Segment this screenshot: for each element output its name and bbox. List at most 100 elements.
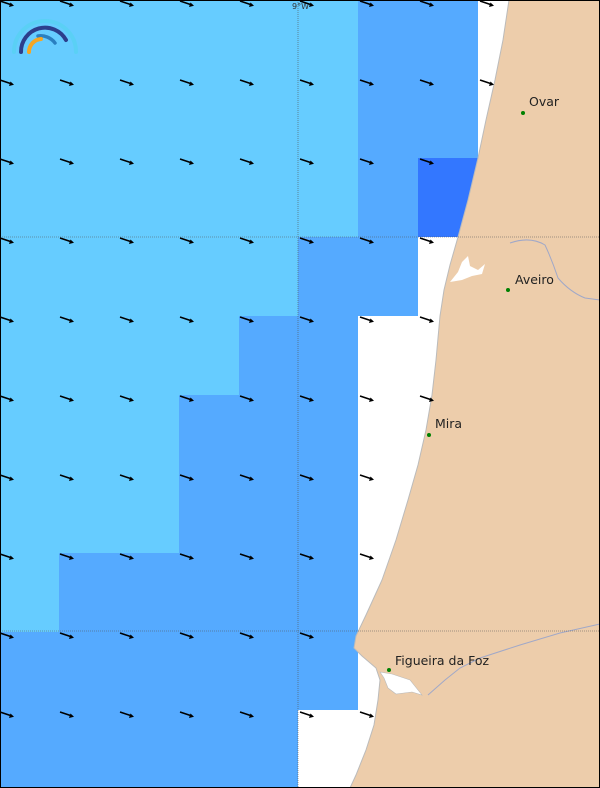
level-cell-light	[239, 237, 298, 316]
wave-direction-arrows	[0, 0, 494, 718]
wave-arrow	[0, 79, 14, 86]
city-markers: Ovar Aveiro Mira Figueira da Foz	[387, 94, 560, 672]
wave-arrow	[179, 158, 194, 165]
wave-arrow	[119, 237, 134, 244]
city-dot-ovar	[521, 111, 525, 115]
river-mondego	[427, 623, 600, 696]
level-cell-medium	[179, 632, 239, 710]
level-cell-medium	[179, 710, 239, 788]
wave-arrow	[299, 158, 314, 165]
logo-icon	[12, 19, 78, 54]
wave-arrow	[179, 632, 194, 639]
wave-arrow	[299, 632, 314, 639]
level-cell-light	[239, 79, 298, 158]
wave-arrow	[359, 316, 374, 323]
wave-arrow	[0, 237, 14, 244]
wave-arrow	[299, 395, 314, 402]
level-cell-medium	[418, 0, 478, 79]
wave-arrow	[419, 0, 434, 7]
wave-arrow	[239, 553, 254, 560]
wave-arrow	[239, 316, 254, 323]
level-cell-light	[119, 395, 179, 474]
wave-arrow	[299, 711, 314, 718]
lagoon	[450, 256, 485, 282]
estuary	[379, 671, 423, 696]
level-cell-light	[179, 316, 239, 395]
level-cell-light	[298, 158, 358, 237]
level-cell-medium	[298, 316, 358, 395]
wave-arrow	[359, 79, 374, 86]
level-cell-light	[0, 553, 59, 632]
level-cell-medium	[358, 237, 418, 316]
wave-arrow	[119, 0, 134, 7]
level-cell-medium	[0, 632, 59, 710]
level-cell-medium	[298, 237, 358, 316]
city-dot-aveiro	[506, 288, 510, 292]
wave-arrow	[179, 237, 194, 244]
level-cell-medium	[298, 553, 358, 632]
level-cell-medium	[119, 710, 179, 788]
gridline-label: 9°W	[292, 2, 309, 11]
level-cell-light	[0, 316, 59, 395]
wave-arrow	[59, 237, 74, 244]
level-cell-medium	[239, 710, 298, 788]
wave-arrow	[119, 395, 134, 402]
level-cell-medium	[239, 632, 298, 710]
wave-arrow	[299, 316, 314, 323]
level-cell-medium	[239, 474, 298, 553]
wave-arrow	[359, 474, 374, 481]
city-label-figueira-da-foz: Figueira da Foz	[395, 653, 490, 668]
level-cell-medium	[239, 553, 298, 632]
level-cell-medium	[179, 474, 239, 553]
wave-arrow	[299, 0, 314, 7]
wave-arrow	[239, 237, 254, 244]
wave-arrow	[419, 316, 434, 323]
level-cell-medium	[239, 395, 298, 474]
wave-arrow	[59, 711, 74, 718]
wave-arrow	[119, 711, 134, 718]
wave-arrow	[359, 395, 374, 402]
level-cell-medium	[358, 79, 418, 158]
wave-arrow	[179, 395, 194, 402]
level-cell-medium	[298, 632, 358, 710]
wave-arrow	[59, 316, 74, 323]
level-cell-light	[0, 474, 59, 553]
wave-arrow	[59, 158, 74, 165]
level-cell-light	[0, 79, 59, 158]
wave-arrow	[479, 0, 494, 7]
wave-arrow	[239, 0, 254, 7]
wave-arrow	[59, 553, 74, 560]
level-cell-light	[59, 395, 119, 474]
wave-arrow	[239, 395, 254, 402]
wave-arrow	[59, 395, 74, 402]
level-cell-light	[298, 79, 358, 158]
level-cell-medium	[59, 710, 119, 788]
city-label-mira: Mira	[435, 416, 462, 431]
level-cell-light	[119, 474, 179, 553]
level-cell-medium	[298, 395, 358, 474]
level-cell-medium	[119, 632, 179, 710]
level-cell-light	[59, 0, 119, 79]
level-cell-light	[119, 0, 179, 79]
wave-arrow	[59, 474, 74, 481]
wave-arrow	[0, 474, 14, 481]
wave-arrow	[119, 316, 134, 323]
level-cell-light	[119, 158, 179, 237]
level-cell-medium	[119, 553, 179, 632]
level-cells	[0, 0, 478, 788]
wave-arrow	[0, 553, 14, 560]
level-cell-light	[119, 316, 179, 395]
wave-arrow	[239, 711, 254, 718]
wave-arrow	[359, 0, 374, 7]
wave-arrow	[0, 158, 14, 165]
wave-arrow	[119, 474, 134, 481]
wave-arrow	[119, 158, 134, 165]
wave-arrow	[59, 79, 74, 86]
level-cell-light	[0, 158, 59, 237]
wave-arrow	[419, 79, 434, 86]
level-cell-light	[0, 395, 59, 474]
level-cell-medium	[0, 710, 59, 788]
level-cell-medium	[239, 316, 298, 395]
